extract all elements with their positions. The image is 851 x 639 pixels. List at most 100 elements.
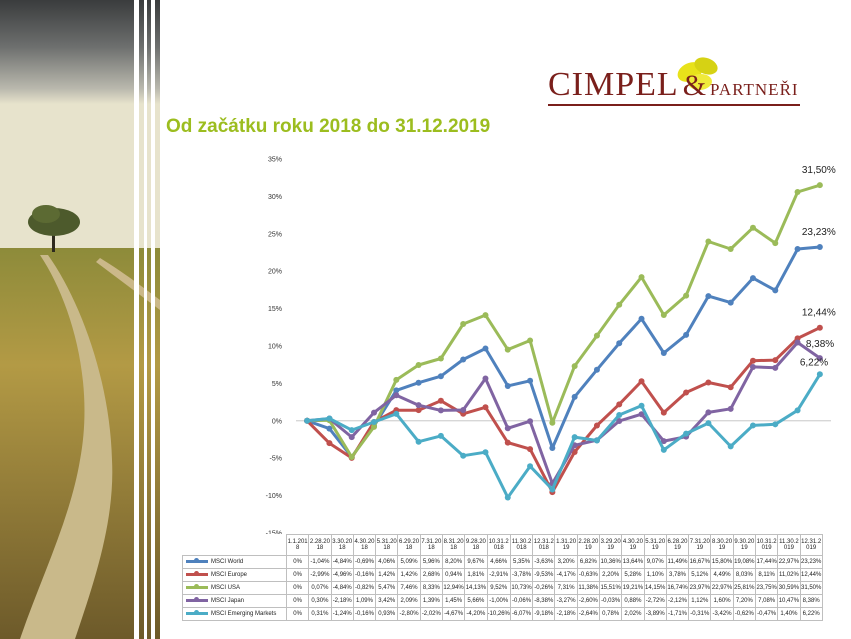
data-point: [683, 292, 690, 299]
brand-name: CIMPEL: [548, 66, 679, 103]
value-cell: 1,39%: [419, 594, 443, 608]
value-cell: -9,18%: [532, 607, 556, 621]
series-name-cell: MSCI USA: [182, 581, 287, 595]
value-cell: -3,78%: [509, 568, 534, 582]
series-line-0: [306, 245, 821, 459]
value-cell: 3,20%: [554, 555, 578, 569]
data-point: [460, 321, 467, 328]
data-point: [527, 337, 534, 344]
x-date-label: 7.31.2019: [688, 534, 712, 556]
value-cell: 9,67%: [464, 555, 488, 569]
value-cell: 0,30%: [308, 594, 332, 608]
data-point: [616, 340, 623, 347]
table-row: MSCI Japan 0% 0,30% -2,18% 1,09% 3,42% 2,09% 1,…: [182, 594, 823, 608]
data-point: [571, 393, 578, 400]
brand-underline: [548, 104, 800, 106]
value-cell: -0,16%: [352, 568, 377, 582]
value-cell: 7,08%: [754, 594, 779, 608]
table-row: MSCI World 0% -1,04% -4,84% -0,69% 4,06% 5,09%…: [182, 555, 823, 569]
value-cell: 8,33%: [419, 581, 443, 595]
value-cell: 9,52%: [486, 581, 511, 595]
data-point: [482, 449, 489, 456]
value-cell: -2,12%: [665, 594, 690, 608]
x-date-label: 6.29.2018: [397, 534, 421, 556]
end-value-label: 31,50%: [802, 165, 836, 176]
legend-swatch: [186, 584, 208, 590]
value-cell: -0,26%: [532, 581, 556, 595]
value-cell: 0,94%: [441, 568, 466, 582]
data-point: [593, 332, 600, 339]
data-point: [616, 418, 623, 425]
value-cell: 15,80%: [710, 555, 734, 569]
series-line-2: [307, 183, 821, 459]
value-cell: 7,20%: [732, 594, 756, 608]
data-point: [549, 486, 556, 493]
value-cell: 0%: [285, 581, 310, 595]
value-cell: 4,66%: [486, 555, 511, 569]
data-point: [660, 409, 667, 416]
value-cell: -0,31%: [688, 607, 712, 621]
data-point: [326, 440, 333, 447]
series-name: MSCI USA: [211, 584, 241, 591]
data-point: [772, 357, 779, 364]
data-point: [749, 275, 756, 282]
data-point: [794, 188, 801, 195]
value-cell: 12,94%: [441, 581, 466, 595]
x-date-label: 1.31.2019: [554, 534, 578, 556]
data-point: [482, 312, 489, 319]
data-point: [549, 444, 556, 451]
value-cell: 1,09%: [352, 594, 377, 608]
data-point: [393, 410, 400, 417]
value-cell: 5,47%: [375, 581, 399, 595]
value-cell: 1,40%: [777, 607, 801, 621]
value-cell: 14,15%: [643, 581, 667, 595]
value-cell: 0%: [285, 555, 310, 569]
value-cell: -2,80%: [397, 607, 421, 621]
x-date-label: 8.30.2019: [710, 534, 734, 556]
value-cell: 1,42%: [375, 568, 399, 582]
table-row: MSCI Emerging Markets 0% 0,31% -1,24% -0,16%…: [182, 607, 823, 621]
data-point: [705, 293, 712, 300]
y-tick-label: 30%: [268, 194, 282, 201]
value-cell: -4,17%: [554, 568, 578, 582]
value-cell: 8,38%: [799, 594, 823, 608]
leaf-cluster-icon: [677, 57, 718, 91]
data-point: [348, 454, 355, 461]
value-cell: 19,08%: [732, 555, 756, 569]
data-point: [460, 452, 467, 459]
x-date-label: 11.30.2019: [777, 534, 801, 556]
value-cell: -2,91%: [486, 568, 511, 582]
data-point: [638, 315, 645, 322]
data-point: [727, 443, 734, 450]
data-point: [460, 406, 467, 413]
value-cell: -9,53%: [532, 568, 556, 582]
table-corner-cell: [183, 535, 287, 556]
data-point: [504, 439, 511, 446]
x-date-label: 2.28.2019: [576, 534, 601, 556]
data-point: [460, 356, 467, 363]
data-point: [348, 434, 355, 441]
value-cell: 0,07%: [308, 581, 332, 595]
value-cell: -0,69%: [352, 555, 377, 569]
data-point: [749, 357, 756, 364]
data-point: [772, 421, 779, 428]
data-point: [437, 355, 444, 362]
legend-swatch: [186, 610, 208, 616]
series-name: MSCI Europe: [211, 571, 248, 578]
end-value-label: 23,23%: [802, 227, 836, 238]
value-cell: 1,45%: [441, 594, 466, 608]
data-point: [527, 377, 534, 384]
value-cell: -4,84%: [330, 555, 354, 569]
data-point: [727, 299, 734, 306]
series-name-cell: MSCI Emerging Markets: [182, 607, 287, 621]
data-point: [616, 301, 623, 308]
data-point: [683, 430, 690, 437]
value-cell: -1,04%: [308, 555, 332, 569]
value-cell: 0,78%: [599, 607, 623, 621]
value-cell: 10,73%: [509, 581, 534, 595]
page-title: Od začátku roku 2018 do 31.12.2019: [166, 116, 491, 137]
value-cell: 30,59%: [777, 581, 801, 595]
data-point: [816, 355, 823, 362]
series-name-cell: MSCI Europe: [182, 568, 287, 582]
value-cell: -0,16%: [352, 607, 377, 621]
